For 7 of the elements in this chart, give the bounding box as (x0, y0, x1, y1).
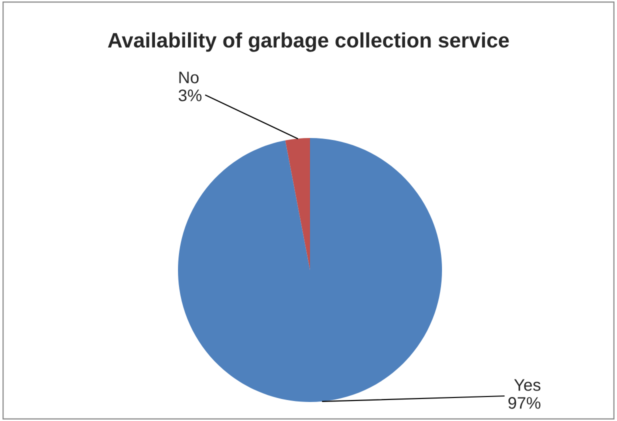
pie-slice (285, 138, 310, 270)
chart-title: Availability of garbage collection service (108, 32, 509, 52)
slice-label: Yes (514, 379, 540, 391)
data-label: 97% (508, 397, 540, 409)
data-label: 3% (178, 89, 202, 102)
pie-slice (178, 138, 442, 402)
slice-label: No (179, 72, 199, 84)
